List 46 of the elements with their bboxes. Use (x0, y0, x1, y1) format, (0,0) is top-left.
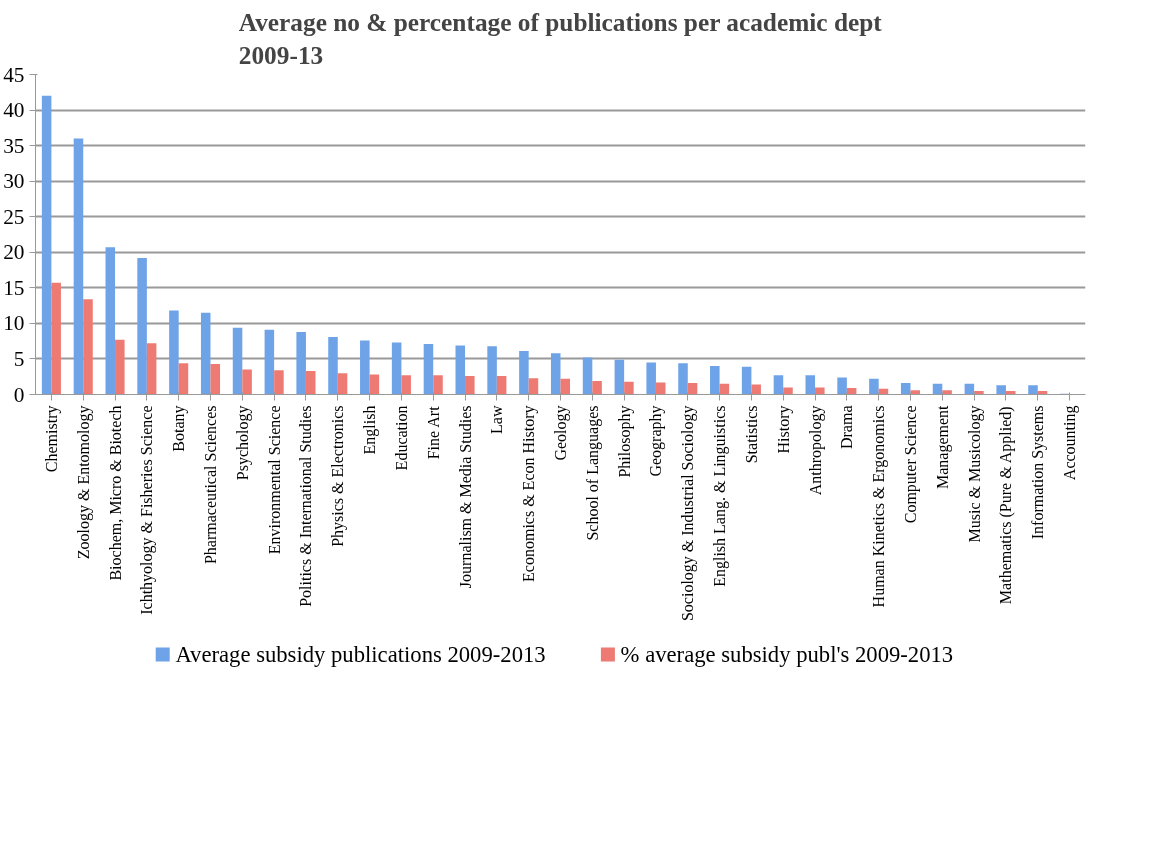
x-tick-label: Law (488, 405, 506, 434)
x-tick-label: Journalism & Media Studies (456, 405, 474, 589)
x-tick-label: Drama (838, 405, 856, 450)
chart-title: Average no & percentage of publications per academic dept 2009-13 (238, 7, 883, 70)
x-tick-label: Zoology & Entomology (74, 405, 93, 560)
x-tick-label: School of Languages (583, 405, 602, 541)
y-tick-label: 45 (3, 62, 25, 87)
x-tick-label: Human Kinetics & Ergonomics (870, 405, 889, 608)
x-tick-label: Management (933, 404, 952, 490)
legend-label: % average subsidy publ's 2009-2013 (620, 642, 954, 667)
x-tick-label: Chemistry (42, 405, 61, 473)
x-tick-label: Environmental Science (265, 405, 283, 555)
x-tick-label: Accounting (1061, 405, 1080, 481)
x-tick-label: Education (392, 405, 410, 471)
y-tick-label: 0 (13, 382, 25, 407)
y-tick-label: 15 (3, 275, 25, 300)
x-tick-label: Psychology (233, 405, 252, 481)
x-tick-label: Music & Musicology (965, 405, 984, 543)
x-tick-label: Statistics (742, 405, 760, 464)
x-tick-label: Politics & International Studies (297, 405, 315, 607)
x-tick-label: Economics & Econ History (520, 405, 539, 582)
x-tick-label: Philosophy (615, 405, 634, 478)
x-tick-label: Mathematics (Pure & Applied) (997, 406, 1016, 605)
x-tick-label: Biochem, Micro & Biotech (106, 405, 124, 581)
y-tick-label: 40 (3, 98, 25, 123)
x-tick-label: History (774, 405, 793, 454)
x-tick-label: English Lang. & Linguistics (711, 405, 730, 587)
x-tick-label: Geography (647, 405, 666, 477)
x-tick-label: Anthropology (806, 405, 825, 496)
y-tick-label: 5 (13, 346, 25, 371)
x-tick-label: Geology (552, 405, 570, 461)
y-tick-label: 35 (3, 133, 25, 158)
x-tick-label: English (361, 405, 380, 455)
x-tick-label: Physics & Electronics (329, 405, 348, 547)
y-tick-label: 30 (3, 169, 25, 194)
y-tick-label: 25 (3, 204, 25, 229)
x-tick-label: Ichthyology & Fisheries Science (138, 405, 157, 615)
x-tick-label: Computer Science (902, 405, 920, 524)
x-tick-label: Pharmaceutical Sciences (202, 405, 219, 565)
x-tick-label: Botany (170, 405, 189, 452)
x-tick-label: Fine Art (424, 405, 442, 460)
y-tick-label: 10 (3, 311, 25, 336)
x-tick-label: Sociology & Industrial Sociology (679, 405, 698, 622)
legend-label: Average subsidy publications 2009-2013 (175, 642, 546, 667)
y-tick-label: 20 (3, 240, 25, 265)
x-tick-label: Information Systems (1029, 405, 1048, 540)
